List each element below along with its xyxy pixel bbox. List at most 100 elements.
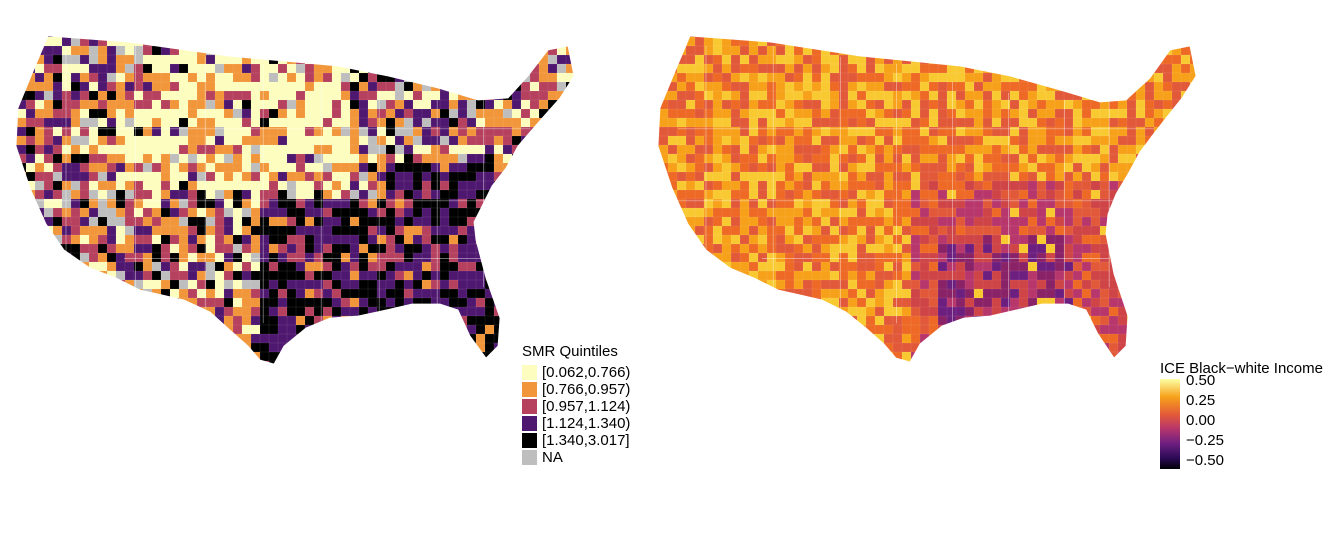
county-cell — [703, 144, 714, 155]
county-cell — [412, 54, 423, 65]
county-cell — [205, 189, 216, 200]
county-cell — [811, 54, 822, 65]
county-cell — [667, 297, 678, 308]
county-cell — [115, 216, 126, 227]
county-cell — [901, 189, 912, 200]
county-cell — [775, 198, 786, 209]
county-cell — [946, 72, 957, 83]
county-cell — [766, 117, 777, 128]
county-cell — [457, 135, 468, 146]
county-cell — [584, 118, 588, 127]
county-cell — [820, 63, 831, 74]
county-cell — [883, 171, 894, 182]
county-cell — [187, 90, 198, 101]
county-cell — [739, 135, 750, 146]
county-cell — [260, 379, 269, 388]
county-cell — [295, 126, 306, 137]
county-cell — [1162, 216, 1173, 227]
county-cell — [874, 342, 885, 353]
county-cell — [575, 91, 584, 100]
county-cell — [1018, 81, 1029, 92]
county-cell — [739, 72, 750, 83]
county-cell — [946, 189, 957, 200]
county-cell — [214, 252, 225, 263]
county-cell — [757, 225, 768, 236]
county-cell — [520, 324, 531, 335]
county-cell — [874, 261, 885, 272]
county-cell — [1072, 279, 1083, 290]
county-cell — [475, 99, 486, 110]
county-cell — [1063, 54, 1074, 65]
county-cell — [142, 135, 153, 146]
county-cell — [70, 351, 81, 362]
county-cell — [1199, 262, 1208, 271]
county-cell — [556, 225, 567, 236]
county-cell — [757, 135, 768, 146]
county-cell — [991, 171, 1002, 182]
county-cell — [973, 117, 984, 128]
county-cell — [88, 270, 99, 281]
county-cell — [1126, 90, 1137, 101]
county-cell — [502, 45, 513, 56]
county-cell — [16, 180, 18, 191]
county-cell — [232, 189, 243, 200]
county-cell — [484, 207, 495, 218]
county-cell — [1099, 270, 1110, 281]
county-cell — [34, 135, 45, 146]
county-cell — [874, 90, 885, 101]
county-cell — [340, 333, 351, 344]
county-cell — [376, 180, 387, 191]
county-cell — [856, 243, 867, 254]
county-cell — [403, 270, 414, 281]
county-cell — [730, 189, 741, 200]
county-cell — [25, 90, 36, 101]
county-cell — [205, 297, 216, 308]
county-cell — [658, 225, 669, 236]
county-cell — [1117, 306, 1128, 317]
county-cell — [964, 117, 975, 128]
county-cell — [1153, 288, 1164, 299]
county-cell — [1063, 288, 1074, 299]
county-cell — [70, 189, 81, 200]
county-cell — [115, 81, 126, 92]
county-cell — [313, 288, 324, 299]
county-cell — [964, 135, 975, 146]
county-cell — [340, 72, 351, 83]
county-cell — [457, 81, 468, 92]
county-cell — [484, 162, 495, 173]
county-cell — [34, 315, 45, 326]
county-cell — [61, 189, 72, 200]
county-cell — [793, 135, 804, 146]
county-cell — [658, 333, 660, 344]
county-cell — [784, 153, 795, 164]
county-cell — [169, 252, 180, 263]
county-cell — [901, 315, 912, 326]
county-cell — [739, 180, 750, 191]
county-cell — [1180, 315, 1191, 326]
county-cell — [811, 360, 822, 362]
county-cell — [964, 306, 975, 317]
county-cell — [403, 324, 414, 335]
county-cell — [766, 72, 777, 83]
county-cell — [1108, 279, 1119, 290]
county-cell — [910, 243, 921, 254]
county-cell — [1000, 36, 1011, 47]
county-cell — [694, 351, 705, 362]
county-cell — [304, 279, 315, 290]
county-cell — [241, 279, 252, 290]
county-cell — [991, 270, 1002, 281]
county-cell — [268, 36, 279, 38]
county-cell — [946, 243, 957, 254]
county-cell — [964, 90, 975, 101]
county-cell — [584, 100, 588, 109]
county-cell — [856, 90, 867, 101]
county-cell — [268, 144, 279, 155]
county-cell — [223, 270, 234, 281]
county-cell — [748, 234, 759, 245]
county-cell — [485, 379, 494, 388]
county-cell — [322, 171, 333, 182]
county-cell — [511, 306, 522, 317]
county-cell — [584, 316, 588, 325]
county-cell — [829, 117, 840, 128]
county-cell — [160, 333, 171, 344]
